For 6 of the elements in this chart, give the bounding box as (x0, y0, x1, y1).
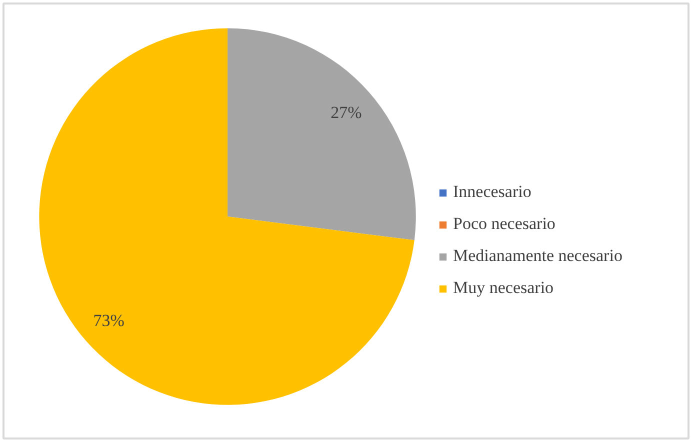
legend-label: Innecesario (453, 182, 532, 202)
data-label: 27% (330, 102, 362, 122)
legend-label: Poco necesario (453, 214, 556, 234)
data-label: 73% (93, 311, 124, 330)
legend-label: Medianamente necesario (453, 246, 622, 266)
legend-label: Muy necesario (453, 278, 554, 298)
